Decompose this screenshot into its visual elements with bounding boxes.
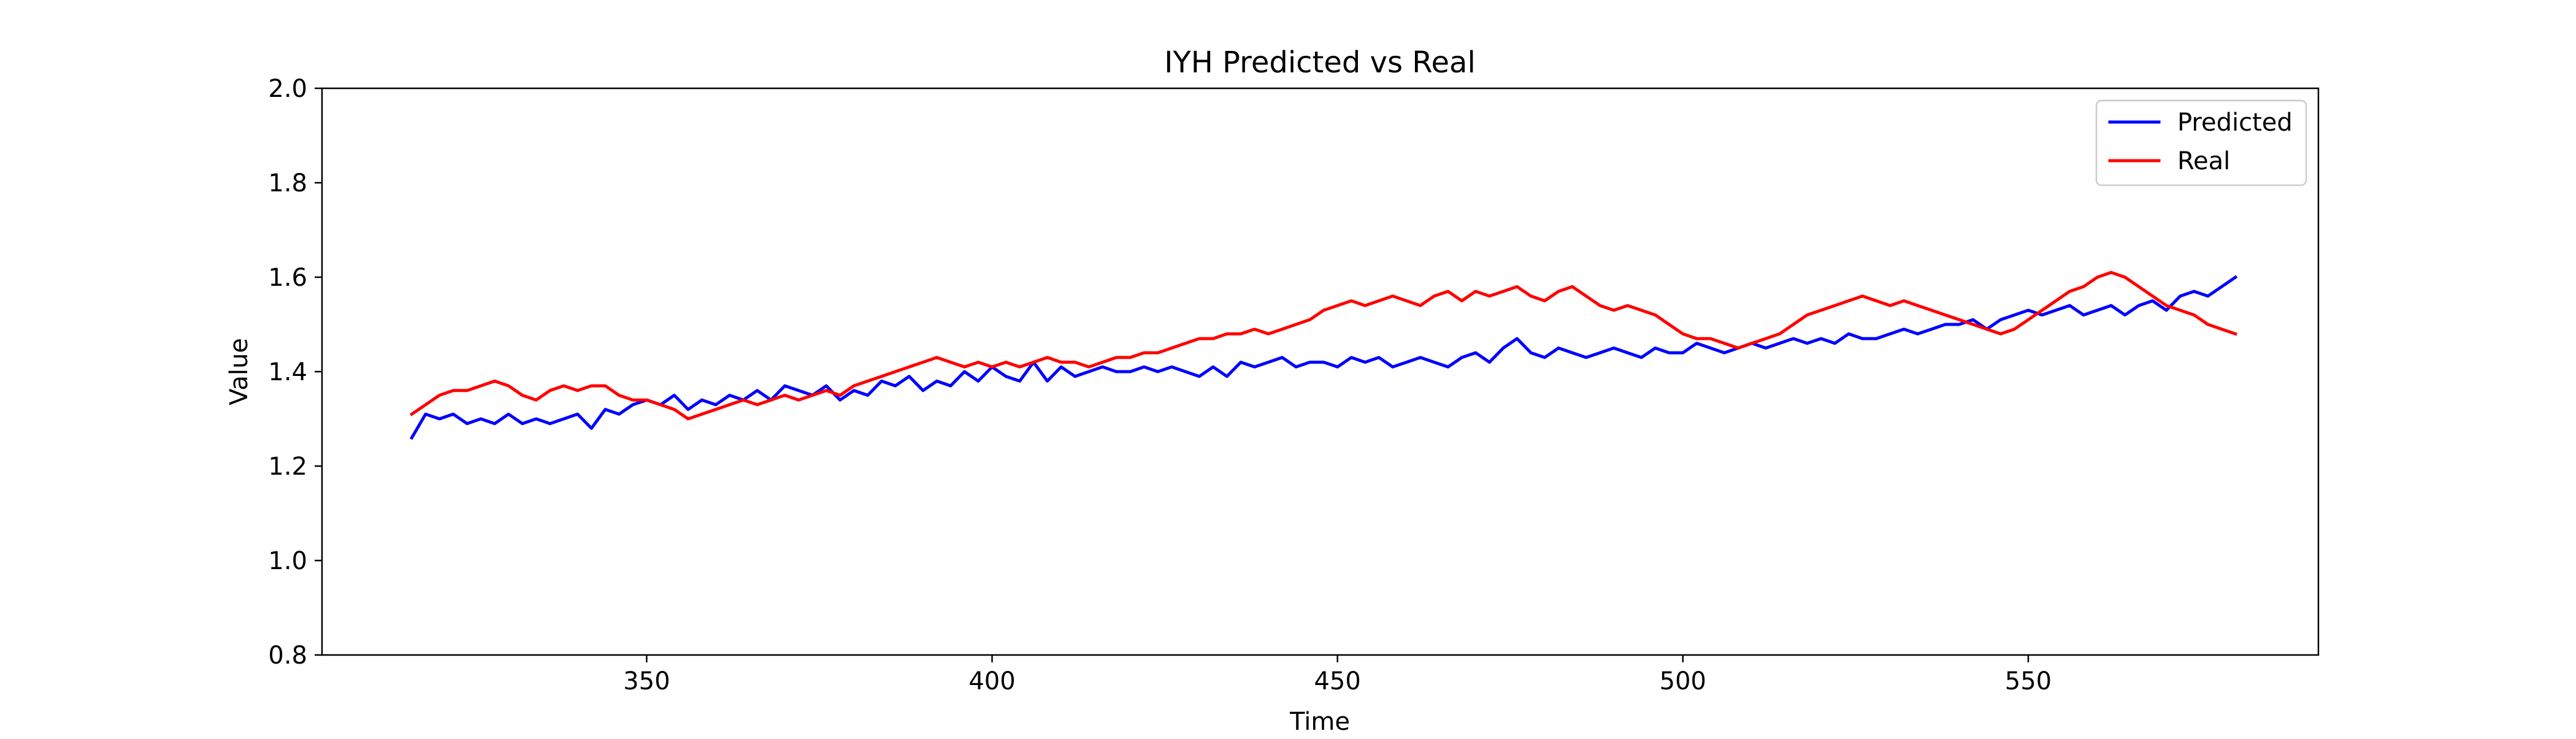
predicted-series-line	[409, 275, 2238, 440]
y-tick-label: 0.8	[268, 641, 307, 670]
legend: Predicted Real	[2095, 99, 2307, 186]
y-axis-label: Value	[225, 338, 253, 405]
legend-label-predicted: Predicted	[2177, 109, 2293, 137]
y-tick-label: 1.0	[268, 547, 307, 575]
x-tick-label: 500	[1660, 667, 1706, 695]
y-tick-label: 1.8	[268, 169, 307, 197]
real-series-line	[409, 270, 2237, 421]
x-axis-label: Time	[1289, 708, 1350, 736]
y-tick-label: 1.6	[268, 264, 307, 292]
y-tick-label: 1.2	[268, 453, 307, 481]
plot-area	[322, 88, 2318, 655]
legend-label-real: Real	[2177, 147, 2230, 175]
y-tick-label: 1.4	[268, 358, 307, 386]
ticks-layer: 350 400 450 500 550 0.8 1.0 1.2 1.4 1.6 1.8 2.0	[268, 75, 2052, 695]
plot-frame	[321, 87, 2320, 656]
series-layer	[409, 270, 2238, 440]
x-tick-label: 450	[1314, 667, 1360, 695]
x-tick-label: 350	[623, 667, 670, 695]
chart-title: IYH Predicted vs Real	[1164, 45, 1476, 80]
x-tick-label: 400	[968, 667, 1015, 695]
y-tick-label: 2.0	[268, 75, 307, 103]
x-tick-label: 550	[2005, 667, 2052, 695]
